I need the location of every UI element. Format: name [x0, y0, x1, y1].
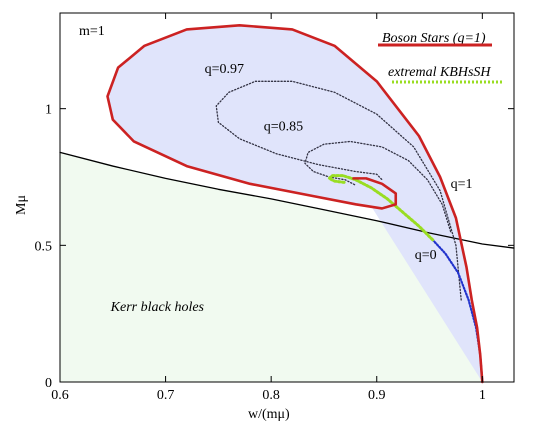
series-line-2 [215, 80, 462, 301]
y-tick-label-2: 1 [45, 103, 52, 118]
x-tick-label-2: 0.8 [262, 388, 280, 403]
annotation-0: m=1 [79, 24, 105, 39]
x-tick-label-3: 0.9 [368, 388, 386, 403]
legend: Boson Stars (q=1) extremal KBHsSH [378, 31, 502, 84]
annotations-layer: m=1 q=0.97 q=0.85 q=1 q=0 Kerr black holes [79, 24, 473, 315]
legend-entry-label-1: extremal KBHsSH [388, 65, 491, 80]
plot-frame [59, 12, 515, 383]
series-line-0 [106, 23, 484, 384]
series-line-1 [59, 151, 515, 249]
y-tick-label-0: 0 [45, 376, 52, 391]
annotation-5: Kerr black holes [110, 300, 205, 315]
x-tick-label-0: 0.6 [51, 388, 69, 403]
x-tick-label-1: 0.7 [157, 388, 175, 403]
annotation-2: q=0.85 [264, 120, 303, 135]
series-layer [59, 23, 515, 384]
x-tick-label-4: 1 [479, 388, 486, 403]
kerr-black-hole-region [60, 152, 483, 382]
y-tick-label-1: 0.5 [35, 239, 53, 254]
legend-entry-label-0: Boson Stars (q=1) [382, 31, 486, 46]
ticks-layer: 0.6 0.7 0.8 0.9 1 0 0.5 1 [35, 13, 514, 403]
annotation-4: q=0 [415, 248, 437, 263]
annotation-1: q=0.97 [205, 62, 244, 77]
x-axis-label: w/(mμ) [248, 407, 290, 422]
series-line-4 [327, 174, 435, 242]
boson-star-domain [107, 25, 483, 383]
annotation-3: q=1 [451, 177, 473, 192]
y-axis-label: Mμ [14, 195, 29, 215]
